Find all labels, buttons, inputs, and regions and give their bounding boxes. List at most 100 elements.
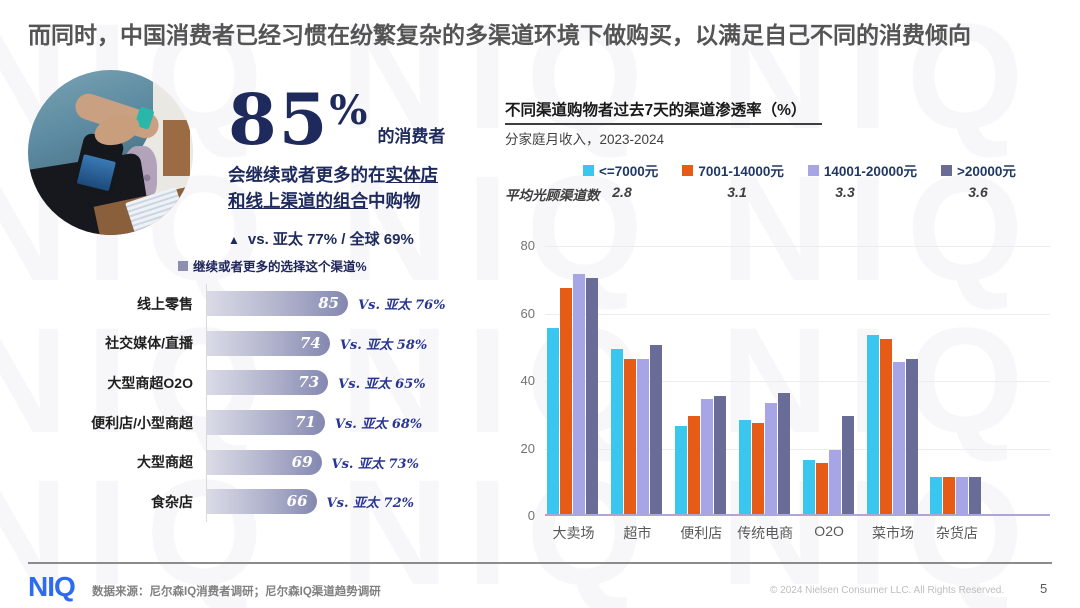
hero-comparison-text: vs. 亚太 77% / 全球 69% <box>247 230 414 248</box>
left-chart-category: 社交媒体/直播 <box>105 335 193 352</box>
left-chart-row: 大型商超O2O 73 Vs. 亚太 65% <box>28 363 498 403</box>
stat-suffix: 的消费者 <box>377 127 446 146</box>
right-chart-subtitle: 分家庭月收入，2023-2024 <box>505 132 665 147</box>
hero-comparison: ▲ vs. 亚太 77% / 全球 69% <box>228 228 493 249</box>
right-chart-legend-item: <=7000元 <box>583 160 658 180</box>
left-chart-vs-label: Vs. 亚太 58% <box>339 337 428 353</box>
bar <box>943 476 956 514</box>
left-chart-row: 食杂店 66 Vs. 亚太 72% <box>28 481 498 522</box>
avg-channels-value: 2.8 <box>612 184 632 200</box>
left-chart-row: 大型商超 69 Vs. 亚太 73% <box>28 442 498 482</box>
bar <box>560 287 572 514</box>
bar <box>905 358 918 514</box>
left-chart-bar-zone: 69 Vs. 亚太 73% <box>206 442 498 482</box>
niq-logo: NIQ <box>28 571 76 602</box>
bar-group: 便利店 <box>674 246 728 541</box>
gridline <box>545 313 1050 315</box>
right-chart-legend-item: 14001-20000元 <box>807 160 917 180</box>
copyright-text: © 2024 Nielsen Consumer LLC. All Rights … <box>770 585 1005 596</box>
left-chart-bar-value: 69 <box>291 452 313 471</box>
bar <box>828 449 841 514</box>
left-chart-legend: 继续或者更多的选择这个渠道% <box>178 256 498 275</box>
left-chart-bar-zone: 73 Vs. 亚太 65% <box>206 363 498 403</box>
legend-square-icon <box>682 164 694 176</box>
left-chart-category: 线上零售 <box>137 295 193 312</box>
left-chart-rows: 线上零售 85 Vs. 亚太 76% 社交媒体/直播 74 Vs. 亚太 58% 大型商超O… <box>28 284 498 522</box>
penetration-chart: 不同渠道购物者过去7天的渠道渗透率（%） 分家庭月收入，2023-2024 <=… <box>505 98 1055 558</box>
bar <box>802 460 815 514</box>
left-chart-vs-label: Vs. 亚太 65% <box>338 377 426 393</box>
left-chart-category: 大型商超 <box>137 454 193 471</box>
legend-label: >20000元 <box>956 164 1016 179</box>
photo-phone-screen <box>76 154 116 191</box>
bar-group: 超市 <box>610 246 664 541</box>
left-chart-row: 社交媒体/直播 74 Vs. 亚太 58% <box>28 323 498 364</box>
left-chart-vs-label: Vs. 亚太 68% <box>334 417 423 433</box>
bar <box>547 328 559 514</box>
legend-square-icon <box>583 164 594 176</box>
bar <box>815 463 828 514</box>
bar <box>764 402 777 514</box>
left-chart-bar-zone: 74 Vs. 亚太 58% <box>206 323 498 364</box>
bar <box>687 416 700 514</box>
bar <box>841 416 854 514</box>
bar <box>738 419 751 514</box>
y-axis-tick-label: 80 <box>520 238 535 253</box>
hero-photo <box>28 70 193 235</box>
bar <box>892 362 905 514</box>
bar <box>777 392 790 514</box>
bar <box>879 338 892 514</box>
left-chart-bar-zone: 71 Vs. 亚太 68% <box>206 402 498 443</box>
x-axis-category-label: 便利店 <box>680 525 723 541</box>
gridline <box>545 448 1050 450</box>
bar-group: 传统电商 <box>737 246 793 541</box>
right-chart-title: 不同渠道购物者过去7天的渠道渗透率（%） <box>505 98 823 125</box>
legend-square-icon <box>940 164 952 176</box>
left-chart-category: 便利店/小型商超 <box>91 414 193 431</box>
left-chart-bar: 71 <box>207 410 325 436</box>
bar <box>586 277 598 514</box>
bar-group: 菜市场 <box>866 246 920 541</box>
hero-stat-block: 85 % 的消费者 会继续或者更多的在实体店 和线上渠道的组合中购物 ▲ vs. … <box>228 84 493 249</box>
channel-preference-chart: 继续或者更多的选择这个渠道% 线上零售 85 Vs. 亚太 76% 社交媒体/直播 74… <box>28 256 498 522</box>
bar <box>649 345 662 514</box>
left-chart-legend-label: 继续或者更多的选择这个渠道% <box>193 260 367 274</box>
right-chart-plot: 大卖场 超市 便利店 传统电商 O2O 菜市场 杂货店 <box>545 246 1050 541</box>
left-chart-category: 食杂店 <box>151 493 193 510</box>
left-chart-vs-label: Vs. 亚太 72% <box>326 496 414 512</box>
page-title: 而同时，中国消费者已经习惯在纷繁复杂的多渠道环境下做购买，以满足自己不同的消费倾… <box>28 22 971 48</box>
right-chart-legend-item: >20000元 <box>940 160 1016 180</box>
left-chart-bar: 73 <box>207 370 329 396</box>
left-chart-bar-value: 71 <box>294 413 316 432</box>
bar-group: O2O <box>802 246 856 539</box>
hero-desc-bold1: 实体店 <box>385 165 439 185</box>
page-number: 5 <box>1040 581 1048 596</box>
avg-channels-value: 3.6 <box>968 184 988 200</box>
x-axis-category-label: 杂货店 <box>935 525 978 541</box>
bar <box>930 476 943 514</box>
bar <box>700 399 713 514</box>
x-axis-category-label: O2O <box>814 523 844 539</box>
bar <box>713 395 726 514</box>
bar <box>636 358 649 514</box>
hero-description: 会继续或者更多的在实体店 和线上渠道的组合中购物 <box>228 162 493 215</box>
x-axis-category-label: 大卖场 <box>552 525 595 541</box>
footer-divider <box>28 562 1052 564</box>
bar-group: 大卖场 <box>547 246 600 541</box>
y-axis-tick-label: 0 <box>527 508 535 523</box>
hero-desc-prefix: 会继续或者更多的在 <box>228 165 386 185</box>
left-chart-bar: 66 <box>207 489 317 515</box>
left-chart-bar-value: 73 <box>298 373 320 392</box>
triangle-up-icon: ▲ <box>228 232 240 247</box>
y-axis-tick-label: 60 <box>520 305 535 321</box>
bar <box>623 358 636 514</box>
left-chart-bar-value: 74 <box>299 333 321 352</box>
right-chart-legend-item: 7001-14000元 <box>682 160 784 180</box>
bar <box>866 335 879 514</box>
right-chart-legend: <=7000元 7001-14000元 14001-20000元 >20000元 <box>583 160 1016 180</box>
avg-channels-value: 3.3 <box>835 184 855 200</box>
gridline <box>545 381 1050 382</box>
x-axis-category-label: 传统电商 <box>737 525 794 541</box>
left-chart-bar-zone: 66 Vs. 亚太 72% <box>206 481 498 522</box>
left-chart-bar-zone: 85 Vs. 亚太 76% <box>206 284 498 324</box>
